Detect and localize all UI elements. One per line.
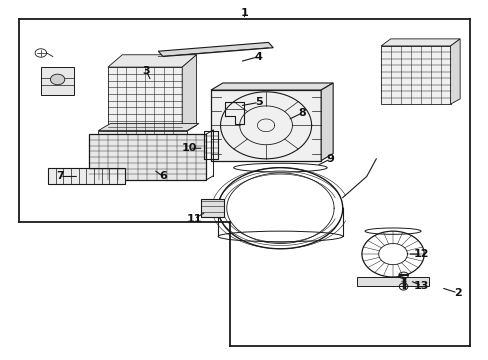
Polygon shape [380,39,459,46]
Text: 2: 2 [453,288,461,298]
Polygon shape [158,42,273,57]
Polygon shape [356,277,428,286]
Polygon shape [98,131,186,152]
Polygon shape [89,134,206,180]
Text: 13: 13 [413,281,428,291]
Text: 11: 11 [186,214,202,224]
Polygon shape [210,83,332,90]
Polygon shape [98,123,199,131]
Polygon shape [108,67,182,134]
Text: 7: 7 [56,171,64,181]
Polygon shape [108,55,196,67]
Text: 6: 6 [159,171,166,181]
Polygon shape [321,83,332,161]
Text: 3: 3 [142,66,150,76]
Polygon shape [201,199,224,217]
Polygon shape [182,55,196,134]
Polygon shape [380,46,449,104]
Text: 1: 1 [240,9,248,18]
Polygon shape [210,90,321,161]
Text: 4: 4 [254,51,262,62]
Polygon shape [449,39,459,104]
Circle shape [50,74,65,85]
Polygon shape [48,168,124,184]
Text: 5: 5 [255,98,262,107]
Text: 9: 9 [326,154,334,164]
Text: 12: 12 [413,249,428,259]
Polygon shape [41,67,74,95]
Text: 8: 8 [298,108,305,118]
Text: 10: 10 [182,143,197,153]
